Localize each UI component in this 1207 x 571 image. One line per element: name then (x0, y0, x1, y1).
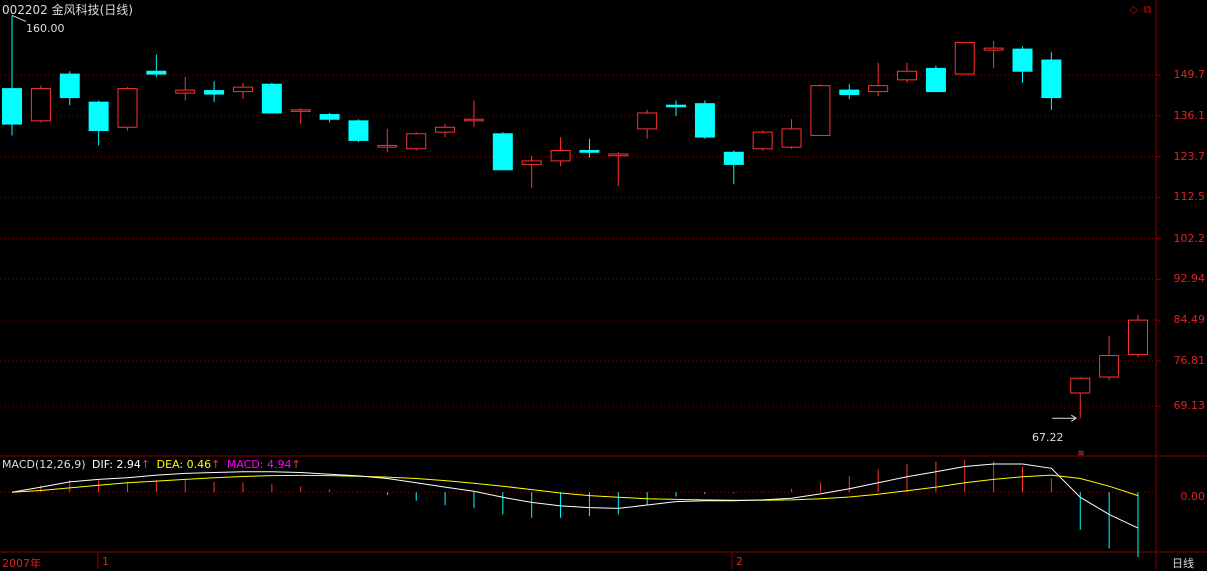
candle-body (435, 126, 456, 133)
candle-body (88, 101, 109, 132)
candle-body (579, 150, 600, 153)
high-marker-line (11, 14, 27, 22)
low-price-label: 67.22 (1032, 431, 1064, 444)
candle-body (839, 89, 860, 96)
dif-line (11, 463, 1139, 529)
x-axis-month-label-2: 2 (736, 555, 743, 568)
x-axis-month-label-1: 1 (102, 555, 109, 568)
candle-body (810, 85, 831, 136)
x-axis-year-label: 2007年 (2, 557, 41, 570)
candle-body (290, 109, 311, 112)
macd-up-arrow-icon: ↑ (291, 458, 301, 471)
price-tick-label: 149.7 (1173, 67, 1206, 81)
period-button[interactable]: 日线 (1172, 557, 1194, 570)
candle-body (204, 90, 225, 95)
price-tick-label: 69.13 (1173, 399, 1206, 413)
candle-body (59, 73, 80, 99)
candle-body (232, 86, 253, 93)
dif-label: DIF: 2.94 (92, 458, 141, 471)
macd-zero-tick: 0.00 (1180, 490, 1206, 503)
dea-label: DEA: 0.46 (156, 458, 212, 471)
high-price-label: 160.00 (26, 22, 65, 35)
candle-body (319, 114, 340, 120)
low-marker-arrow (1071, 414, 1077, 422)
candle-body (666, 104, 687, 108)
candle-body (781, 128, 802, 148)
candle-body (377, 144, 398, 148)
dif-up-arrow-icon: ↑ (140, 458, 151, 471)
candle-body (261, 83, 282, 114)
candle-body (30, 88, 51, 122)
price-tick-label: 112.5 (1173, 190, 1206, 204)
stock-title: 002202 金风科技(日线) (2, 3, 133, 17)
candle-body (723, 151, 744, 165)
candle-body (1070, 377, 1091, 394)
candle-body (175, 89, 196, 94)
candle-body (348, 120, 369, 141)
candle-body (406, 133, 427, 150)
candle-body (954, 41, 975, 75)
candle-body (1099, 355, 1120, 378)
price-tick-label: 84.49 (1173, 313, 1206, 327)
window-restore-icon[interactable]: ⧉ (1143, 3, 1152, 16)
candle-body (1128, 319, 1148, 355)
candle-body (897, 70, 918, 81)
candle-body (868, 85, 889, 93)
price-tick-label: 136.1 (1173, 108, 1206, 122)
candle-body (752, 131, 773, 150)
candle-body (608, 153, 629, 157)
dea-up-arrow-icon: ↑ (211, 458, 221, 471)
candle-body (521, 160, 542, 165)
candle-body (492, 133, 513, 171)
candle-body (694, 103, 715, 138)
price-tick-label: 102.2 (1173, 231, 1206, 245)
price-tick-label: 123.7 (1173, 149, 1206, 163)
macd-label: MACD: 4.94 (226, 458, 292, 471)
candle-body (550, 150, 571, 162)
candle-body (1041, 59, 1062, 99)
dea-line (11, 474, 1139, 501)
macd-name: MACD(12,26,9) (2, 458, 86, 471)
candle-body (925, 67, 946, 93)
candle-body (146, 70, 167, 75)
candle-body (463, 118, 484, 122)
candle-body (983, 47, 1004, 51)
candle-body (637, 112, 658, 130)
candle-body (117, 88, 138, 128)
price-tick-label: 92.94 (1173, 272, 1206, 286)
event-marker-icon: ≋ (1077, 449, 1085, 459)
candle-body (1012, 48, 1033, 72)
diamond-icon[interactable]: ◇ (1129, 3, 1138, 16)
macd-legend: MACD(12,26,9) DIF: 2.94↑ DEA: 0.46↑ MACD… (2, 459, 301, 471)
candle-body (2, 88, 22, 125)
price-tick-label: 76.81 (1173, 354, 1206, 368)
